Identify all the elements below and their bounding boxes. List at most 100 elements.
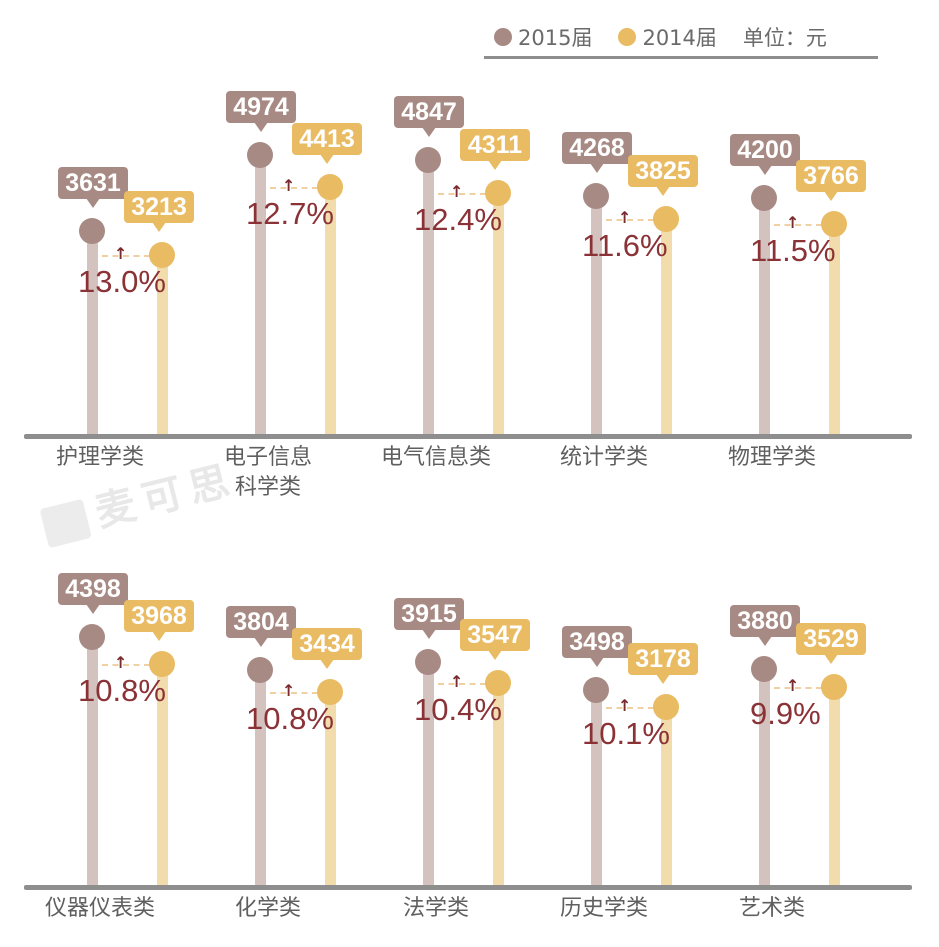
stem-2014 [829, 224, 840, 434]
value-2014-text: 3434 [299, 630, 355, 658]
category-label: 化学类 [183, 894, 353, 924]
point-2014[interactable] [317, 174, 343, 200]
point-2014[interactable] [485, 180, 511, 206]
x-axis-line [24, 885, 912, 890]
value-label-2015: 3804 [226, 606, 296, 647]
growth-percent: 12.7% [246, 196, 334, 231]
value-2015-text: 3498 [569, 628, 625, 656]
point-2014[interactable] [821, 674, 847, 700]
stem-2014 [493, 193, 504, 434]
chart-legend: 2015届 2014届 单位：元 [484, 18, 878, 59]
value-2015-text: 3631 [65, 169, 121, 197]
category-label: 物理学类 [687, 443, 857, 473]
value-label-2015: 3915 [394, 598, 464, 639]
value-label-2014: 4311 [460, 129, 530, 170]
stem-2015 [255, 670, 266, 885]
value-2015-text: 4974 [233, 93, 289, 121]
point-2015[interactable] [751, 656, 777, 682]
watermark-logo-icon [39, 498, 92, 549]
category-label-line1: 电气信息类 [380, 445, 491, 470]
growth-percent: 10.1% [582, 716, 670, 751]
value-label-2015: 4847 [394, 96, 464, 137]
point-2014[interactable] [821, 211, 847, 237]
point-2015[interactable] [79, 218, 105, 244]
value-2014-text: 3547 [467, 621, 523, 649]
up-arrow-icon: ↑ [282, 176, 296, 195]
growth-percent: 10.8% [246, 701, 334, 736]
point-2015[interactable] [415, 147, 441, 173]
value-label-2015: 4268 [562, 132, 632, 173]
growth-guide-line [102, 255, 150, 257]
stem-2015 [255, 155, 266, 434]
value-label-2015: 4398 [58, 573, 128, 614]
category-label: 仪器仪表类 [15, 894, 185, 924]
category-label-line1: 电子信息 [223, 445, 312, 470]
value-label-2015: 4200 [730, 134, 800, 175]
value-label-2014: 3547 [460, 619, 530, 660]
category-label-line2: 科学类 [234, 475, 301, 500]
category-label-line1: 物理学类 [727, 445, 816, 470]
growth-guide-line [438, 683, 486, 685]
value-2014-text: 3529 [803, 625, 859, 653]
point-2014[interactable] [149, 651, 175, 677]
point-2014[interactable] [653, 694, 679, 720]
growth-percent: 12.4% [414, 202, 502, 237]
up-arrow-icon: ↑ [618, 696, 632, 715]
stem-2014 [157, 664, 168, 885]
stem-2014 [829, 687, 840, 885]
stem-2015 [591, 196, 602, 434]
point-2014[interactable] [485, 670, 511, 696]
category-label: 电气信息类 [351, 443, 521, 473]
value-2014-text: 3825 [635, 157, 691, 185]
value-2014-text: 4413 [299, 125, 355, 153]
growth-percent: 9.9% [750, 696, 821, 731]
up-arrow-icon: ↑ [450, 182, 464, 201]
category-label: 护理学类 [15, 443, 185, 473]
category-label-line1: 化学类 [234, 896, 301, 921]
growth-percent: 10.8% [78, 673, 166, 708]
category-label-line1: 护理学类 [55, 445, 144, 470]
up-arrow-icon: ↑ [786, 676, 800, 695]
up-arrow-icon: ↑ [114, 244, 128, 263]
up-arrow-icon: ↑ [786, 213, 800, 232]
point-2015[interactable] [247, 657, 273, 683]
point-2015[interactable] [247, 142, 273, 168]
point-2015[interactable] [751, 185, 777, 211]
stem-2015 [759, 198, 770, 434]
value-label-2015: 4974 [226, 91, 296, 132]
value-2014-text: 4311 [467, 131, 523, 159]
value-label-2014: 3213 [124, 191, 194, 232]
point-2015[interactable] [79, 624, 105, 650]
legend-dot-2014-icon [618, 28, 637, 46]
value-2015-text: 4398 [65, 575, 121, 603]
value-label-2014: 3434 [292, 628, 362, 669]
value-label-2014: 3766 [796, 160, 866, 201]
point-2014[interactable] [653, 206, 679, 232]
point-2015[interactable] [583, 183, 609, 209]
category-label: 电子信息 科学类 [183, 443, 353, 503]
growth-guide-line [606, 219, 654, 221]
stem-2015 [423, 160, 434, 434]
stem-2014 [661, 219, 672, 434]
stem-2014 [325, 692, 336, 885]
value-2015-text: 3880 [737, 607, 793, 635]
category-label-line1: 历史学类 [559, 896, 648, 921]
category-label-line1: 艺术类 [738, 896, 805, 921]
value-label-2014: 3178 [628, 643, 698, 684]
legend-item-2015: 2015届 [494, 22, 592, 52]
value-2014-text: 3213 [131, 193, 187, 221]
growth-guide-line [270, 692, 318, 694]
growth-percent: 11.6% [582, 228, 668, 263]
category-label: 法学类 [351, 894, 521, 924]
category-label-line1: 法学类 [402, 896, 469, 921]
up-arrow-icon: ↑ [450, 672, 464, 691]
point-2015[interactable] [583, 677, 609, 703]
category-label-line1: 仪器仪表类 [44, 896, 155, 921]
up-arrow-icon: ↑ [114, 653, 128, 672]
point-2014[interactable] [317, 679, 343, 705]
stem-2015 [87, 231, 98, 434]
point-2015[interactable] [415, 649, 441, 675]
value-label-2014: 3529 [796, 623, 866, 664]
value-2015-text: 4268 [569, 134, 625, 162]
point-2014[interactable] [149, 242, 175, 268]
